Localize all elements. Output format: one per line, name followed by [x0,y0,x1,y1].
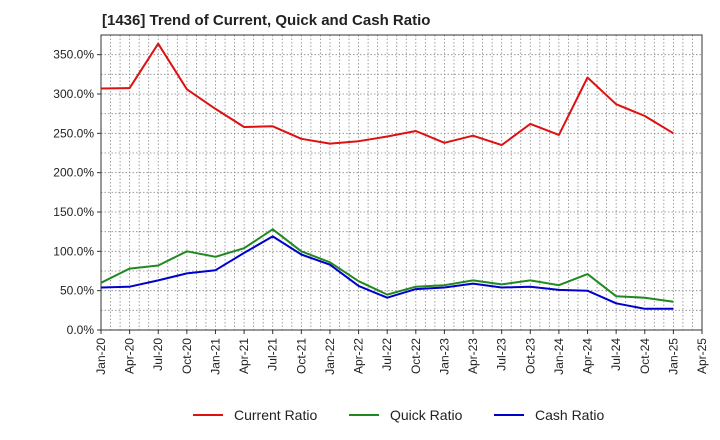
y-tick-label: 0.0% [67,323,95,337]
grid-layer [101,35,702,330]
x-tick-label: Jan-25 [666,338,680,375]
y-tick-label: 250.0% [53,126,94,140]
y-tick-label: 100.0% [53,244,94,258]
x-tick-label: Jan-24 [552,338,566,375]
y-tick-label: 350.0% [53,48,94,62]
x-tick-label: Oct-22 [409,338,423,374]
y-tick-label: 50.0% [60,284,94,298]
x-tick-label: Oct-24 [638,338,652,374]
x-tick-label: Oct-21 [294,338,308,374]
series-layer [100,42,674,310]
y-tick-label: 300.0% [53,87,94,101]
legend-label-current-ratio: Current Ratio [234,407,317,423]
x-tick-label: Jan-22 [323,338,337,375]
x-tick-label: Oct-23 [523,338,537,374]
chart-title: [1436] Trend of Current, Quick and Cash … [102,12,431,29]
x-tick-label: Apr-21 [237,338,251,374]
x-tick-label: Jan-21 [208,338,222,375]
x-tick-label: Jul-21 [266,338,280,371]
y-tick-label: 150.0% [53,205,94,219]
plot-frame [100,34,703,331]
legend-layer: Current Ratio Quick Ratio Cash Ratio [193,407,604,423]
quick-ratio-line [100,228,674,303]
x-tick-label: Apr-23 [466,338,480,374]
x-tick-label: Apr-22 [352,338,366,374]
x-tick-label: Apr-24 [581,338,595,374]
current-ratio-line [100,42,674,147]
x-tick-label: Jan-20 [94,338,108,375]
legend-label-cash-ratio: Cash Ratio [535,407,604,423]
axis-layer: 0.0% 50.0% 100.0% 150.0% 200.0% 250.0% 300.0% 3… [53,34,709,375]
x-tick-label: Jul-23 [495,338,509,371]
y-tick-label: 200.0% [53,166,94,180]
x-tick-label: Jul-22 [380,338,394,371]
cash-ratio-line [100,235,674,310]
x-tick-label: Jan-23 [437,338,451,375]
x-tick-label: Jul-24 [609,338,623,371]
legend-label-quick-ratio: Quick Ratio [390,407,463,423]
x-tick-label: Oct-20 [180,338,194,374]
x-tick-label: Apr-25 [695,338,709,374]
x-tick-label: Jul-20 [151,338,165,371]
x-tick-label: Apr-20 [123,338,137,374]
